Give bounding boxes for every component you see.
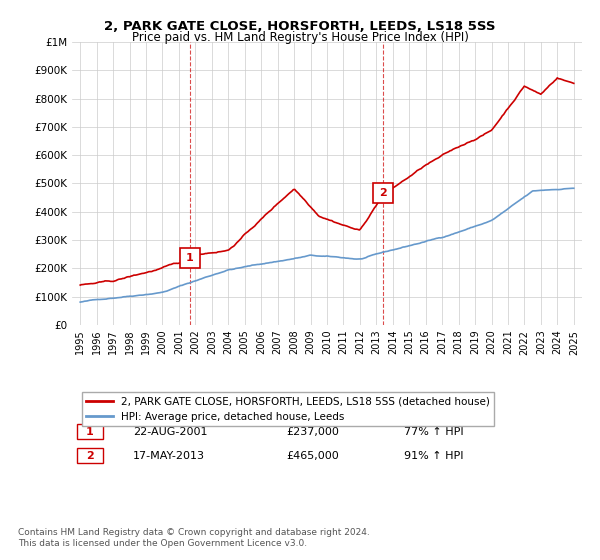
Text: Price paid vs. HM Land Registry's House Price Index (HPI): Price paid vs. HM Land Registry's House … [131,31,469,44]
Text: 1: 1 [186,253,193,263]
Text: 91% ↑ HPI: 91% ↑ HPI [404,451,463,461]
Text: 22-AUG-2001: 22-AUG-2001 [133,427,208,437]
Legend: 2, PARK GATE CLOSE, HORSFORTH, LEEDS, LS18 5SS (detached house), HPI: Average pr: 2, PARK GATE CLOSE, HORSFORTH, LEEDS, LS… [82,392,494,426]
Text: 77% ↑ HPI: 77% ↑ HPI [404,427,463,437]
Text: 1: 1 [86,427,94,437]
FancyBboxPatch shape [77,424,103,440]
Text: 17-MAY-2013: 17-MAY-2013 [133,451,205,461]
FancyBboxPatch shape [77,448,103,463]
Text: Contains HM Land Registry data © Crown copyright and database right 2024.
This d: Contains HM Land Registry data © Crown c… [18,528,370,548]
Text: 2: 2 [86,451,94,461]
Text: 2: 2 [379,188,386,198]
Text: £237,000: £237,000 [286,427,339,437]
Text: 2, PARK GATE CLOSE, HORSFORTH, LEEDS, LS18 5SS: 2, PARK GATE CLOSE, HORSFORTH, LEEDS, LS… [104,20,496,32]
Text: £465,000: £465,000 [286,451,339,461]
